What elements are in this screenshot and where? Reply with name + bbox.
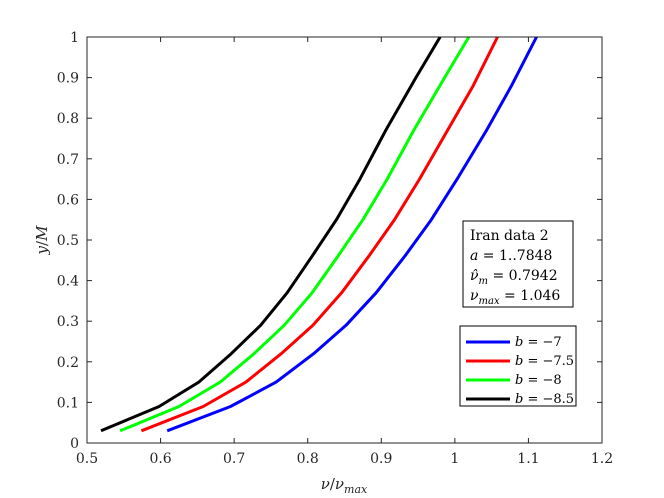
y-tick-labels: 0 0.1 0.2 0.3 0.4 0.5 0.6 0.7 0.8 0.9 1 xyxy=(57,30,79,452)
series-line-4 xyxy=(100,36,442,433)
series-layer xyxy=(100,36,538,433)
x-tick-label: 1 xyxy=(450,451,459,467)
y-tick-label: 0 xyxy=(70,436,79,452)
y-tick-label: 0.8 xyxy=(57,111,79,127)
y-tick-label: 1 xyxy=(70,30,79,46)
annotation-line-3: ν̂m = 0.7942 xyxy=(470,268,558,287)
legend-label-2: b = −7.5 xyxy=(515,354,574,369)
series-line-2 xyxy=(140,36,499,433)
x-tick-label: 0.6 xyxy=(149,451,171,467)
legend-label-4: b = −8.5 xyxy=(515,392,574,407)
y-tick-label: 0.5 xyxy=(57,233,79,249)
legend-label-1: b = −7 xyxy=(515,335,562,350)
ticks-layer xyxy=(86,36,603,444)
x-tick-label: 1.2 xyxy=(591,451,613,467)
y-tick-label: 0.7 xyxy=(57,152,79,168)
x-tick-labels: 0.5 0.6 0.7 0.8 0.9 1 1.1 1.2 xyxy=(76,451,613,467)
series-line-3 xyxy=(119,36,471,433)
x-axis-label: ν/νmax xyxy=(321,475,368,496)
y-axis-label: y/M xyxy=(33,225,51,256)
x-tick-label: 0.8 xyxy=(297,451,319,467)
annotation-line-1: Iran data 2 xyxy=(470,228,549,244)
y-tick-label: 0.2 xyxy=(57,355,79,371)
series-line-1 xyxy=(166,36,538,433)
x-tick-label: 0.9 xyxy=(370,451,392,467)
x-tick-label: 1.1 xyxy=(517,451,539,467)
annotation-frame xyxy=(462,220,574,308)
y-tick-label: 0.4 xyxy=(57,274,79,290)
y-tick-label: 0.9 xyxy=(57,71,79,87)
x-tick-label: 0.5 xyxy=(76,451,98,467)
y-tick-label: 0.6 xyxy=(57,192,79,208)
y-tick-label: 0.1 xyxy=(57,395,79,411)
annotation-box: Iran data 2 a = 1..7848 ν̂m = 0.7942 νma… xyxy=(462,220,574,308)
legend-label-3: b = −8 xyxy=(515,373,562,388)
legend: b = −7 b = −7.5 b = −8 b = −8.5 xyxy=(459,325,577,407)
annotation-line-2: a = 1..7848 xyxy=(470,248,552,264)
legend-entries: b = −7 b = −7.5 b = −8 b = −8.5 xyxy=(466,335,574,407)
legend-frame xyxy=(459,325,577,407)
x-tick-label: 0.7 xyxy=(223,451,245,467)
annotation-line-4: νmax = 1.046 xyxy=(470,288,560,307)
y-tick-label: 0.3 xyxy=(57,314,79,330)
